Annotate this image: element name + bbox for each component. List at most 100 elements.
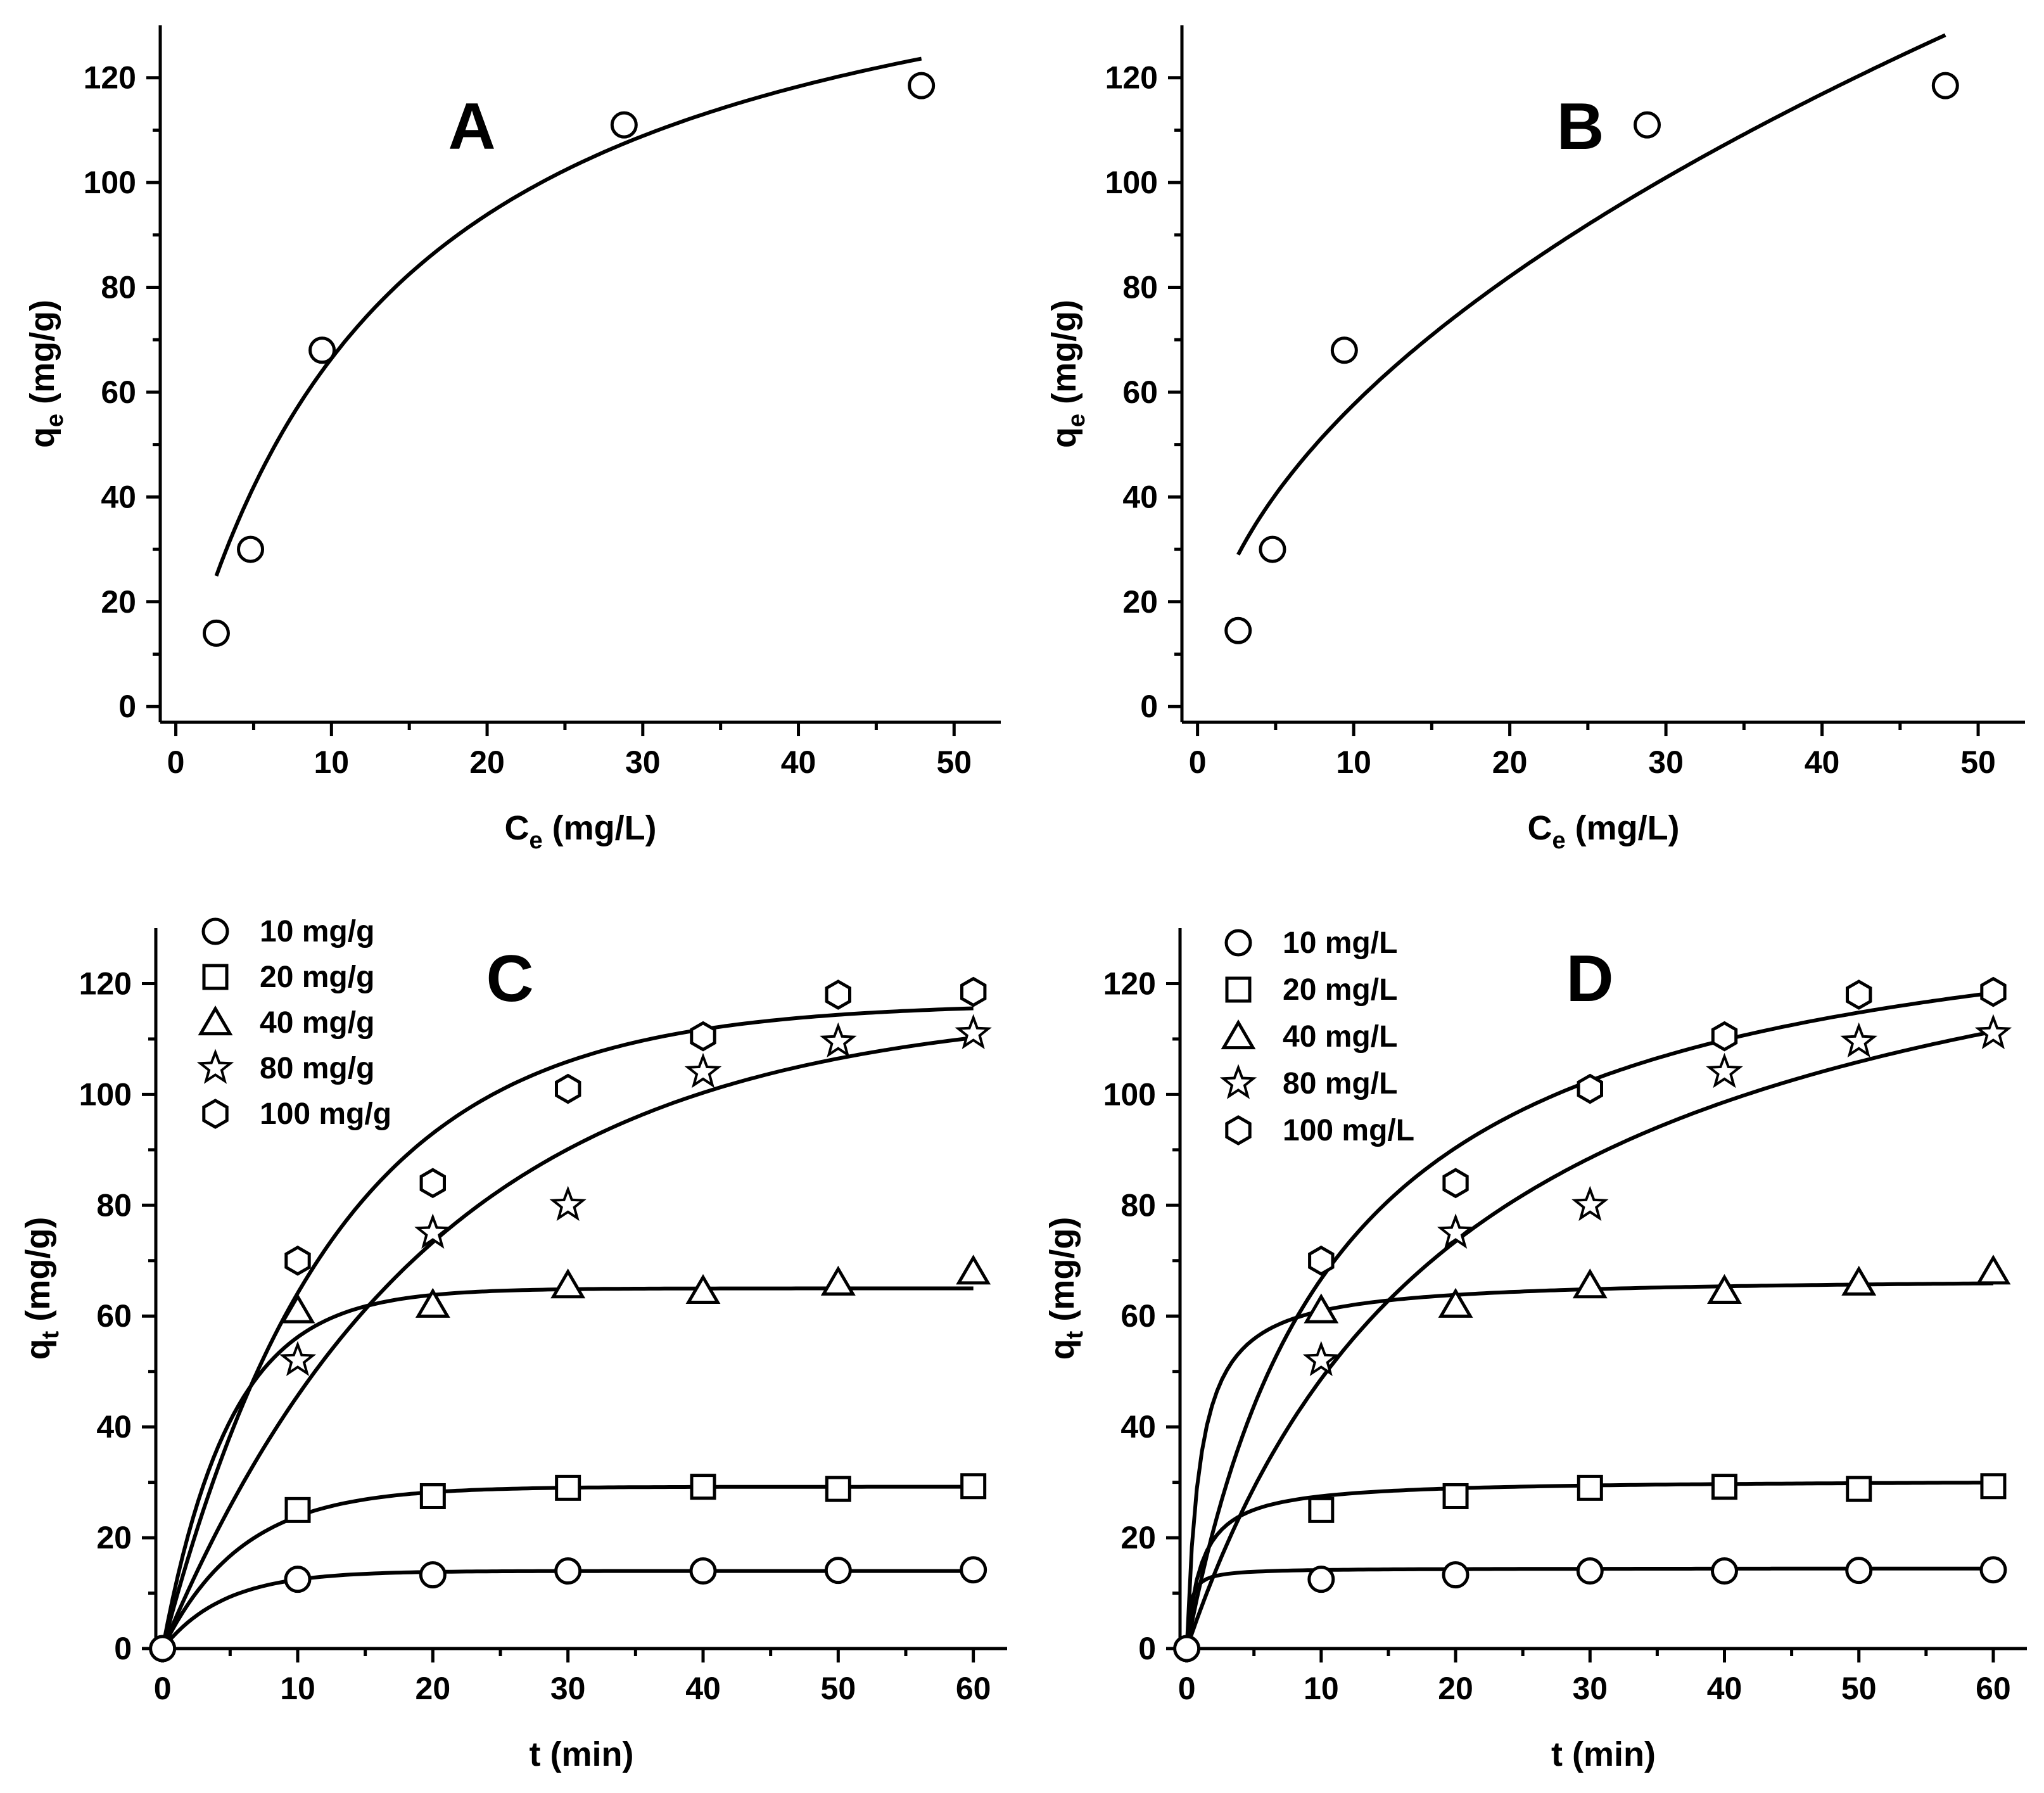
panel-b: 0 10 20 30 40 50 0 20 40 60 80 100 120 Ce (mg/L) qe (m… [1045,25,2025,854]
data-point-circle [1224,616,1252,644]
data-point-square [1308,1496,1335,1523]
data-point-square [555,1474,581,1501]
y-tick-label: 40 [101,479,136,514]
data-point-circle [202,619,230,647]
data-point-hexagon [1308,1245,1335,1276]
data-point-triangle [1976,1254,2011,1285]
y-tick-label: 20 [101,584,136,620]
x-tick-label: 30 [1572,1671,1608,1706]
legend-label: 80 mg/L [1283,1067,1397,1101]
y-tick-label: 0 [114,1631,132,1666]
y-axis-title: qt (mg/g) [19,1217,64,1360]
legend-label: 80 mg/g [260,1052,374,1085]
data-point-triangle [1841,1265,1877,1296]
legend-marker-hexagon [202,1099,229,1129]
data-point-star [1302,1341,1340,1377]
y-tick-label: 60 [1122,374,1158,410]
x-tick-label: 60 [956,1671,991,1706]
data-point-star [414,1213,452,1249]
y-tick-label: 60 [101,374,136,410]
y-tick-label: 120 [79,966,132,1001]
data-point-square [1711,1474,1737,1500]
data-point-circle [419,1561,447,1589]
data-point-hexagon [419,1168,446,1199]
legend-marker-circle [201,917,229,945]
legend-marker-circle [1224,929,1252,957]
data-point-square [1846,1476,1872,1502]
x-tick-label: 20 [416,1671,451,1706]
data-point-star [279,1341,317,1377]
data-point-circle [1634,111,1661,139]
data-point-circle [1576,1557,1604,1585]
legend-marker-star [196,1049,234,1084]
data-point-circle [610,111,638,139]
x-tick-label: 0 [154,1671,172,1706]
y-axis-title: qe (mg/g) [1045,300,1090,448]
y-tick-label: 40 [1122,479,1158,514]
x-axis-title: Ce (mg/L) [504,809,656,854]
y-axis-title: qe (mg/g) [23,300,68,448]
data-point-circle [1845,1557,1873,1585]
data-point-hexagon [825,979,851,1010]
data-point-star [1571,1185,1609,1222]
data-point-hexagon [1442,1168,1469,1199]
data-point-circle [1931,72,1959,99]
legend-label: 40 mg/g [260,1006,374,1040]
data-point-circle [237,535,265,563]
x-tick-label: 40 [1805,744,1840,780]
legend-label: 20 mg/L [1283,973,1397,1007]
x-tick-label: 30 [1648,744,1684,780]
data-point-star [1974,1014,2012,1050]
y-tick-label: 120 [84,60,136,96]
data-point-square [1577,1474,1603,1501]
data-point-circle [1173,1635,1201,1662]
data-point-hexagon [1577,1073,1603,1104]
data-point-circle [908,72,936,99]
data-point-circle [1307,1566,1335,1593]
panel-label: B [1556,90,1604,163]
x-axis-title: t (min) [530,1735,634,1773]
data-point-hexagon [284,1245,311,1276]
x-tick-label: 60 [1976,1671,2011,1706]
data-point-square [419,1483,446,1509]
legend-label: 20 mg/g [260,960,374,994]
x-tick-label: 0 [167,744,185,780]
legend-marker-hexagon [1225,1115,1252,1145]
x-tick-label: 40 [1707,1671,1742,1706]
legend-label: 40 mg/L [1283,1020,1397,1054]
x-tick-label: 30 [550,1671,586,1706]
data-point-triangle [1707,1273,1742,1304]
x-tick-label: 20 [1438,1671,1473,1706]
fit-curve [214,56,922,577]
y-tick-label: 0 [118,689,136,724]
data-point-square [1980,1473,2007,1500]
data-point-star [1840,1022,1877,1058]
data-point-star [684,1052,722,1088]
legend-label: 100 mg/L [1283,1114,1414,1147]
y-tick-label: 0 [1140,689,1158,724]
y-tick-label: 100 [1103,1076,1156,1112]
data-point-hexagon [960,976,987,1007]
data-point-triangle [685,1273,721,1304]
legend-marker-square [202,964,229,990]
fit-curve-star [1184,1030,1994,1649]
legend-marker-square [1225,976,1252,1003]
panel-d: 0 10 20 30 40 50 60 0 20 40 60 80 100 120 t (min) qt (m… [1043,926,2027,1773]
y-axis-title: qt (mg/g) [1043,1217,1088,1360]
data-point-hexagon [1846,979,1872,1010]
panel-label: C [486,942,533,1016]
data-point-hexagon [690,1021,716,1052]
data-point-circle [689,1557,717,1585]
data-point-triangle [956,1254,991,1285]
panel-c: 0 10 20 30 40 50 60 0 20 40 60 80 100 120 t (min) qt (m… [19,915,1007,1773]
data-point-star [549,1185,587,1222]
legend-label: 10 mg/L [1283,926,1397,960]
y-tick-label: 0 [1138,1631,1156,1666]
y-tick-label: 40 [1120,1409,1156,1445]
data-point-hexagon [555,1073,581,1104]
data-point-star [820,1022,857,1058]
y-tick-label: 80 [1120,1187,1156,1223]
data-point-star [1437,1213,1475,1249]
data-point-circle [1330,336,1358,364]
